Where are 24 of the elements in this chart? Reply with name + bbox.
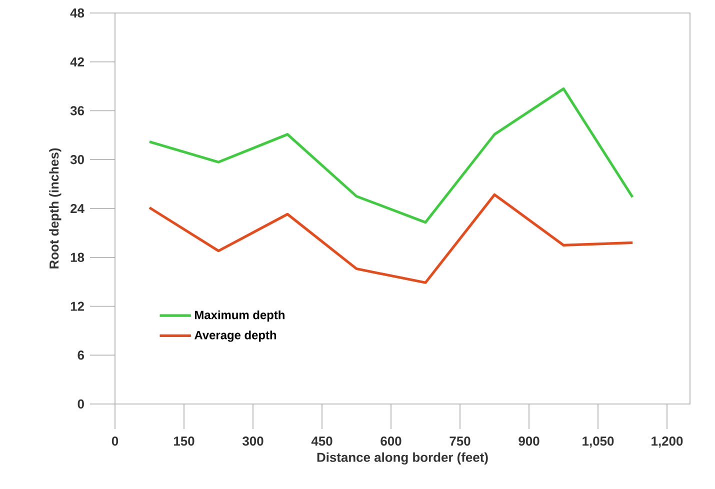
y-tick-label: 0 — [78, 399, 84, 409]
y-tick-label: 30 — [70, 155, 84, 164]
x-tick-label: 450 — [311, 436, 332, 446]
line-series — [148, 87, 634, 224]
x-tick-label: 1,050 — [582, 436, 614, 448]
x-tick-label: 300 — [242, 436, 264, 446]
x-tick-label: 600 — [380, 436, 402, 446]
x-tick-label: 0 — [112, 436, 118, 446]
y-tick-label: 48 — [70, 8, 84, 18]
x-tick-label: 900 — [518, 436, 540, 446]
y-tick-label: 18 — [70, 252, 84, 262]
y-tick-label: 24 — [70, 204, 84, 214]
x-axis-title: Distance along border (feet) — [317, 452, 488, 465]
x-tick-label: 150 — [174, 436, 194, 446]
y-tick-label: 12 — [70, 302, 84, 311]
y-tick-label: 6 — [78, 350, 84, 360]
y-axis-title: Root depth (inches) — [49, 148, 62, 268]
x-tick-label: 750 — [450, 436, 470, 446]
x-tick-label: 1,200 — [652, 436, 683, 448]
legend-label: Average depth — [194, 330, 276, 342]
legend-label: Maximum depth — [195, 310, 284, 322]
line-series — [148, 193, 634, 284]
y-tick-label: 36 — [70, 106, 84, 116]
y-tick-label: 42 — [70, 57, 84, 66]
